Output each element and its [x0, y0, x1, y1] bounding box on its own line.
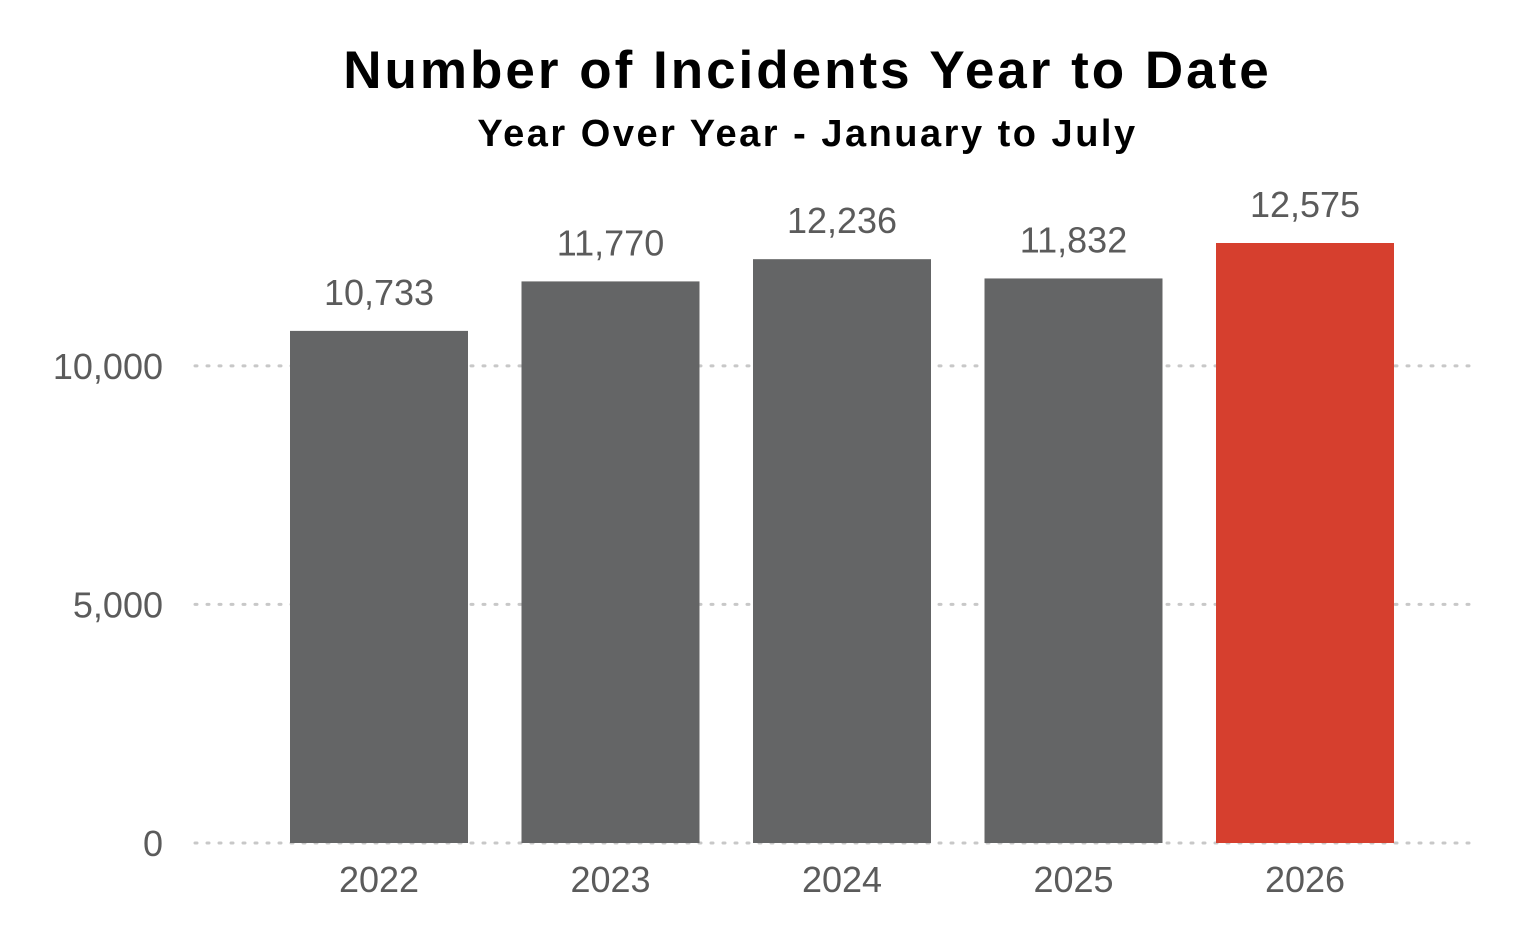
x-tick-label-2022: 2022 — [339, 859, 419, 900]
chart-title: Number of Incidents Year to Date — [343, 41, 1272, 100]
y-axis-ticks: 0 5,000 10,000 — [53, 346, 163, 864]
y-tick-label: 5,000 — [73, 584, 163, 625]
value-labels: 10,733 11,770 12,236 11,832 12,575 — [324, 184, 1360, 313]
x-tick-label-2025: 2025 — [1033, 859, 1113, 900]
value-label-2026: 12,575 — [1250, 184, 1360, 225]
value-label-2022: 10,733 — [324, 272, 434, 313]
bars — [290, 243, 1394, 844]
bar-2022 — [290, 330, 468, 843]
y-tick-label: 0 — [143, 823, 163, 864]
x-tick-label-2024: 2024 — [802, 859, 882, 900]
value-label-2024: 12,236 — [787, 200, 897, 241]
bar-2023 — [521, 281, 700, 843]
bar-2024 — [753, 259, 931, 844]
bar-2025 — [984, 278, 1163, 843]
x-tick-label-2023: 2023 — [570, 859, 650, 900]
chart-subtitle: Year Over Year - January to July — [477, 113, 1138, 155]
x-tick-label-2026: 2026 — [1265, 859, 1345, 900]
value-label-2025: 11,832 — [1020, 219, 1127, 260]
x-axis-ticks: 2022 2023 2024 2025 2026 — [339, 859, 1345, 900]
value-label-2023: 11,770 — [557, 222, 664, 263]
bar-2026 — [1216, 243, 1394, 843]
y-tick-label: 10,000 — [53, 346, 163, 387]
